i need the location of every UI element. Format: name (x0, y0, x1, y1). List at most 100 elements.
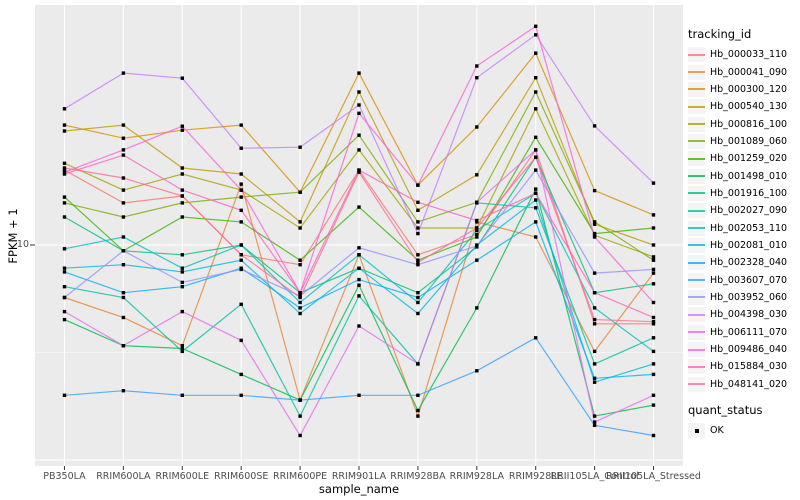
data-point (180, 285, 184, 289)
data-point (62, 317, 67, 322)
legend-line-swatch-icon (688, 123, 705, 126)
data-point (357, 71, 361, 75)
legend-item-label: Hb_001259_020 (710, 153, 788, 165)
data-point (416, 291, 420, 295)
data-point (357, 148, 361, 152)
data-point (298, 414, 302, 418)
data-point (592, 414, 597, 418)
data-point (180, 266, 184, 270)
data-point (357, 253, 361, 257)
data-point (651, 403, 656, 407)
legend-item-label: Hb_002081_010 (710, 239, 788, 251)
legend-line-swatch-icon (688, 227, 705, 230)
data-point (416, 362, 420, 366)
data-point (651, 181, 656, 185)
data-point (651, 336, 656, 340)
x-tick-label: RRIM928BA (390, 471, 446, 482)
data-point (592, 380, 597, 384)
legend-item: Hb_000540_130 (688, 98, 800, 115)
data-point (475, 125, 479, 129)
x-tick-label: RRIM928LA (450, 471, 505, 482)
legend-quant-status: quant_status OK (688, 403, 800, 439)
data-point (357, 393, 361, 397)
data-point (121, 123, 126, 127)
data-point (121, 389, 126, 393)
legend-item: Hb_002081_010 (688, 237, 800, 254)
legend-item: Hb_015884_030 (688, 358, 800, 375)
data-point (592, 124, 597, 128)
legend-item-label: Hb_001089_060 (710, 135, 788, 147)
legend-item-label: Hb_000041_090 (710, 66, 788, 78)
data-point (180, 253, 184, 257)
data-point (357, 283, 361, 287)
data-point (416, 300, 420, 305)
data-point (180, 128, 184, 132)
data-point (592, 306, 597, 310)
data-point (121, 176, 126, 180)
legend-item: Hb_048141_020 (688, 376, 800, 393)
data-point (239, 243, 243, 247)
y-axis-title: FPKM + 1 (6, 208, 20, 264)
data-point (62, 161, 67, 165)
data-point (180, 76, 184, 80)
legend-key-icon (688, 133, 705, 149)
data-point (651, 267, 656, 272)
data-point (651, 433, 656, 438)
data-point (592, 231, 597, 236)
legend-item: Hb_001089_060 (688, 133, 800, 150)
data-point (239, 123, 243, 127)
data-point (62, 201, 67, 205)
data-point (62, 215, 67, 219)
data-point (357, 277, 361, 282)
data-point (592, 420, 597, 424)
data-point (298, 311, 302, 316)
quant-ok-key-icon (688, 423, 705, 439)
data-point (62, 166, 67, 170)
data-point (534, 24, 538, 28)
data-point (298, 226, 302, 230)
data-point (592, 271, 597, 275)
legend-item: Hb_003952_060 (688, 289, 800, 306)
data-point (180, 215, 184, 219)
data-point (357, 103, 361, 107)
legend-line-swatch-icon (688, 296, 705, 299)
legend-key-icon (688, 64, 705, 80)
data-point (592, 188, 597, 193)
x-tick-label: RRIM901LA (332, 471, 387, 482)
data-point (298, 398, 302, 402)
legend-line-swatch-icon (688, 331, 705, 334)
legend-item: Hb_000041_090 (688, 63, 800, 80)
data-point (239, 253, 243, 257)
data-point (651, 349, 656, 354)
data-point (62, 168, 67, 172)
legend-item-label: Hb_002053_110 (710, 222, 788, 234)
data-point (62, 107, 67, 111)
data-point (475, 369, 479, 373)
data-point (475, 76, 479, 80)
legend-item: Hb_001259_020 (688, 150, 800, 167)
data-point (180, 344, 184, 348)
data-point (121, 249, 126, 253)
legend-item-label: Hb_002027_090 (710, 205, 788, 217)
legend-item-label: Hb_000033_110 (710, 49, 788, 61)
square-point-icon (694, 428, 699, 433)
legend-key-icon (688, 342, 705, 358)
data-point (121, 263, 126, 267)
data-point (298, 306, 302, 310)
data-point (416, 393, 420, 397)
data-point (357, 246, 361, 250)
quant-legend-title: quant_status (688, 403, 763, 417)
data-point (239, 258, 243, 262)
data-point (592, 349, 597, 354)
data-point (239, 195, 243, 199)
data-point (121, 295, 126, 300)
data-point (239, 182, 243, 186)
data-point (651, 255, 656, 259)
legend-item-label: Hb_003952_060 (710, 291, 788, 303)
data-point (651, 213, 656, 217)
x-tick-label: RRIM600SE (214, 471, 268, 482)
legend-line-swatch-icon (688, 88, 705, 91)
legend-item-label: OK (710, 425, 724, 437)
data-point (416, 253, 420, 257)
data-point (651, 372, 656, 377)
